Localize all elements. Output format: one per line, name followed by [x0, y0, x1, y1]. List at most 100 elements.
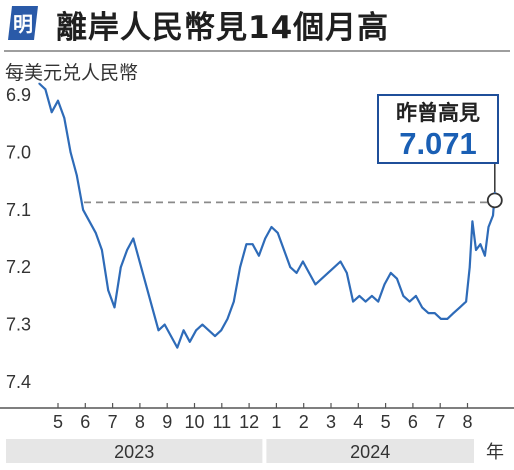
data-point	[493, 191, 496, 194]
x-tick-label: 7	[108, 412, 118, 432]
data-point	[69, 151, 72, 154]
data-point	[465, 300, 467, 303]
data-point	[479, 243, 482, 246]
x-tick-label: 3	[326, 412, 336, 432]
data-point	[408, 300, 411, 303]
data-point	[157, 329, 160, 332]
y-tick-label: 6.9	[6, 85, 31, 105]
data-point	[358, 295, 361, 297]
data-point	[345, 272, 348, 274]
y-tick-label: 7.2	[6, 257, 31, 277]
data-point	[320, 277, 323, 280]
data-point	[82, 208, 84, 211]
data-point	[468, 266, 471, 269]
data-point	[232, 300, 235, 303]
data-point	[201, 323, 204, 326]
data-point	[75, 174, 78, 177]
data-point	[57, 99, 59, 102]
data-point	[327, 272, 329, 274]
data-point	[163, 323, 166, 326]
callout-marker	[486, 192, 503, 209]
data-point	[126, 249, 128, 251]
y-tick-label: 7.4	[6, 372, 31, 392]
year-band-bg	[266, 439, 474, 463]
data-point	[295, 272, 298, 274]
x-tick-label: 5	[53, 412, 63, 432]
data-point	[339, 260, 342, 263]
data-point	[188, 340, 191, 343]
data-point	[402, 295, 405, 297]
data-point	[352, 300, 354, 303]
year-band-bg	[6, 439, 263, 463]
data-point	[113, 306, 116, 309]
data-point	[44, 88, 47, 91]
data-point	[377, 300, 380, 303]
x-tick-label: 11	[212, 412, 231, 432]
logo-shape	[8, 6, 38, 40]
data-point	[270, 226, 273, 228]
data-point	[182, 329, 185, 332]
mingpao-logo: 明	[8, 6, 38, 40]
data-point	[371, 295, 373, 297]
page-title: 離岸人民幣見14個月高	[56, 10, 390, 46]
data-point	[132, 237, 135, 240]
data-point	[314, 283, 317, 286]
data-point	[264, 237, 267, 240]
data-point	[220, 329, 223, 332]
y-tick-label: 7.1	[6, 200, 31, 220]
x-tick-label: 5	[381, 412, 391, 432]
y-tick-label: 7.0	[6, 142, 31, 162]
data-point	[396, 277, 398, 280]
data-point	[258, 254, 260, 257]
x-tick-label: 8	[462, 412, 472, 432]
data-point	[145, 283, 147, 286]
data-point	[63, 117, 66, 119]
x-tick-label: 7	[435, 412, 445, 432]
data-point	[151, 306, 154, 309]
callout-label: 昨曾高見	[396, 101, 480, 125]
data-point	[302, 260, 304, 263]
data-point	[383, 283, 386, 286]
x-tick-label: 12	[239, 412, 259, 432]
data-point	[421, 306, 423, 309]
data-point	[452, 312, 455, 314]
data-point	[433, 312, 436, 314]
data-point	[471, 220, 474, 223]
data-point	[226, 318, 229, 320]
data-point	[38, 82, 41, 85]
title-divider	[4, 50, 510, 52]
data-point	[389, 272, 392, 274]
data-point	[289, 266, 292, 269]
data-point	[101, 249, 103, 251]
year-label: 2024	[350, 442, 390, 462]
data-point	[170, 335, 172, 337]
series-points	[38, 82, 496, 349]
year-band: 2023 2024	[6, 439, 474, 463]
callout-value: 7.071	[399, 126, 477, 161]
data-point	[207, 329, 210, 332]
x-tick-label: 1	[271, 412, 281, 432]
data-point	[94, 231, 97, 234]
callout: 昨曾高見 7.071	[377, 94, 503, 209]
y-axis-label: 每美元兑人民幣	[5, 62, 139, 84]
x-axis: 5 6 7 8 9 10 11 12 1 2 3 4 5 6 7 8	[53, 403, 473, 432]
data-point	[214, 335, 216, 337]
x-tick-label: 2	[299, 412, 309, 432]
data-point	[333, 266, 336, 269]
x-tick-label: 6	[80, 412, 90, 432]
data-point	[415, 295, 417, 297]
data-point	[239, 266, 242, 269]
data-point	[138, 260, 141, 263]
data-point	[251, 243, 254, 246]
data-point	[107, 289, 110, 292]
x-tick-label: 9	[162, 412, 172, 432]
data-point	[245, 243, 248, 246]
data-point	[484, 254, 486, 257]
logo-char: 明	[13, 12, 33, 36]
data-point	[308, 272, 310, 274]
data-point	[487, 226, 490, 228]
data-point	[458, 306, 461, 309]
year-label: 2023	[114, 442, 154, 462]
data-point	[446, 318, 449, 320]
y-axis: 6.9 7.0 7.1 7.2 7.3 7.4	[6, 85, 31, 392]
